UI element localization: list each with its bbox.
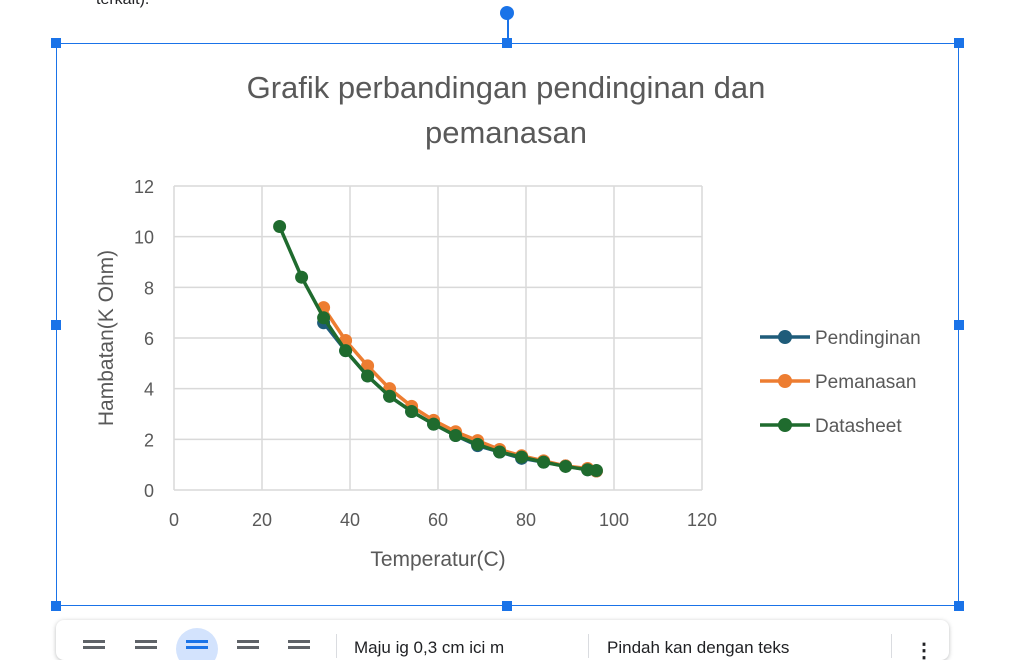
behind-text-icon[interactable]	[237, 640, 259, 654]
y-tick-label: 2	[144, 430, 154, 450]
legend-label-pendinginan: Pendinginan	[815, 328, 921, 349]
move-with-text-option[interactable]: Pindah kan dengan teks	[607, 638, 790, 657]
data-point-datasheet	[361, 369, 375, 383]
more-vert-icon[interactable]: ⋮	[914, 640, 934, 660]
resize-handle-bottom-right[interactable]	[954, 601, 964, 611]
y-tick-label: 4	[144, 380, 154, 400]
data-point-datasheet	[537, 455, 551, 469]
y-axis-label: Hambatan(K Ohm)	[95, 250, 118, 426]
wrap-inline-icon[interactable]	[83, 640, 105, 654]
y-tick-label: 0	[144, 481, 154, 501]
legend-marker-datasheet	[778, 418, 792, 432]
toolbar-divider	[588, 634, 589, 658]
resize-handle-right[interactable]	[954, 320, 964, 330]
break-text-icon[interactable]	[186, 640, 208, 654]
data-point-datasheet	[449, 429, 463, 443]
rotate-handle[interactable]	[500, 6, 514, 20]
y-tick-label: 10	[134, 228, 154, 248]
series-line-pendinginan	[322, 321, 597, 473]
document-text: terkait).	[96, 0, 149, 9]
rotate-handle-line	[507, 16, 509, 44]
y-tick-label: 8	[144, 278, 154, 298]
chart-grid	[173, 185, 703, 491]
data-point-datasheet	[317, 311, 331, 325]
legend-marker-pemanasan	[778, 374, 792, 388]
data-point-datasheet	[405, 404, 419, 418]
resize-handle-bottom-left[interactable]	[51, 601, 61, 611]
data-point-datasheet	[427, 417, 441, 431]
chart-series-layer	[273, 220, 603, 478]
data-point-pemanasan	[361, 359, 375, 373]
data-point-datasheet	[383, 389, 397, 403]
toolbar-divider	[891, 634, 892, 658]
legend-label-pemanasan: Pemanasan	[815, 372, 916, 393]
x-tick-label: 120	[687, 510, 717, 530]
position-option[interactable]: Maju ig 0,3 cm ici m	[354, 638, 505, 657]
chart-title-line2: pemanasan	[425, 115, 587, 150]
wrap-text-icon[interactable]	[135, 640, 157, 654]
resize-handle-top-left[interactable]	[51, 38, 61, 48]
data-point-datasheet	[559, 459, 573, 473]
x-tick-label: 60	[428, 510, 448, 530]
chart-title: Grafik perbandingan pendinginan dan	[247, 70, 766, 105]
data-point-datasheet	[295, 270, 309, 284]
resize-handle-top-right[interactable]	[954, 38, 964, 48]
chart[interactable]: 0 20 40 60 80 100 120 0 2 4 6 8 10 12 Grafik perbandi…	[0, 0, 1032, 620]
y-tick-label: 6	[144, 329, 154, 349]
x-tick-label: 20	[252, 510, 272, 530]
data-point-datasheet	[339, 344, 353, 358]
data-point-datasheet	[471, 437, 485, 451]
chart-legend: Pendinginan Pemanasan Datasheet	[760, 328, 921, 437]
data-point-datasheet	[493, 445, 507, 459]
legend-label-datasheet: Datasheet	[815, 416, 902, 437]
x-tick-label: 80	[516, 510, 536, 530]
chart-ticks: 0 20 40 60 80 100 120 0 2 4 6 8 10 12	[134, 177, 717, 530]
data-point-datasheet	[589, 463, 603, 477]
toolbar-divider	[336, 634, 337, 658]
in-front-of-text-icon[interactable]	[288, 640, 310, 654]
x-tick-label: 40	[340, 510, 360, 530]
resize-handle-top[interactable]	[502, 38, 512, 48]
resize-handle-bottom[interactable]	[502, 601, 512, 611]
x-tick-label: 0	[169, 510, 179, 530]
x-axis-label: Temperatur(C)	[370, 548, 505, 571]
y-tick-label: 12	[134, 177, 154, 197]
x-tick-label: 100	[599, 510, 629, 530]
resize-handle-left[interactable]	[51, 320, 61, 330]
data-point-datasheet	[273, 220, 287, 234]
data-point-datasheet	[515, 450, 529, 464]
series-line-datasheet	[277, 225, 597, 473]
legend-marker-pendinginan	[778, 330, 792, 344]
image-options-toolbar: Maju ig 0,3 cm ici m Pindah kan dengan t…	[56, 620, 949, 660]
